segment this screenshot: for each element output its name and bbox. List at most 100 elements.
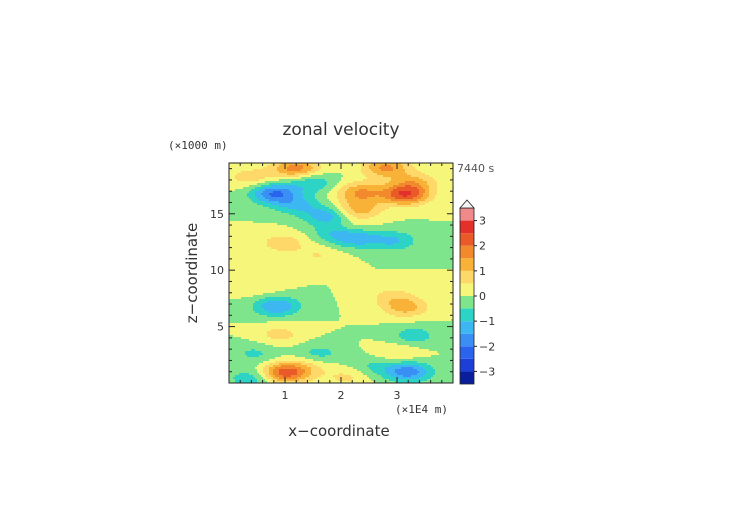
field-cell [369, 203, 372, 206]
field-cell [289, 187, 292, 190]
field-cell [343, 211, 346, 214]
field-cell [309, 233, 312, 236]
field-cell [435, 239, 438, 242]
field-cell [249, 207, 252, 210]
field-cell [347, 213, 350, 216]
field-cell [263, 251, 266, 254]
field-cell [429, 201, 432, 204]
field-cell [339, 185, 342, 188]
field-cell [289, 215, 292, 218]
field-cell [375, 249, 378, 252]
field-cell [437, 231, 440, 234]
field-cell [359, 173, 362, 176]
field-cell [331, 201, 334, 204]
field-cell [271, 227, 274, 230]
field-cell [355, 239, 358, 242]
field-cell [387, 177, 390, 180]
field-cell [241, 231, 244, 234]
field-cell [329, 239, 332, 242]
field-cell [301, 169, 304, 172]
field-cell [451, 205, 453, 208]
field-cell [403, 181, 406, 184]
field-cell [371, 199, 374, 202]
field-cell [415, 185, 418, 188]
field-cell [377, 247, 380, 250]
field-cell [431, 225, 434, 228]
field-cell [367, 167, 370, 170]
field-cell [391, 191, 394, 194]
field-cell [387, 239, 390, 242]
field-cell [323, 219, 326, 222]
field-cell [289, 205, 292, 208]
field-cell [431, 213, 434, 216]
field-cell [243, 217, 246, 220]
field-cell [291, 211, 294, 214]
field-cell [363, 219, 366, 222]
field-cell [311, 245, 314, 248]
field-cell [381, 181, 384, 184]
field-cell [299, 191, 302, 194]
field-cell [417, 243, 420, 246]
field-cell [413, 229, 416, 232]
field-cell [293, 203, 296, 206]
field-cell [237, 183, 240, 186]
field-cell [433, 197, 436, 200]
field-cell [353, 221, 356, 224]
field-cell [313, 217, 316, 220]
field-cell [293, 219, 296, 222]
field-cell [265, 199, 268, 202]
field-cell [429, 181, 432, 184]
field-cell [269, 175, 272, 178]
field-cell [257, 241, 260, 244]
field-cell [441, 209, 444, 212]
field-cell [345, 219, 348, 222]
field-cell [271, 243, 274, 246]
field-cell [355, 219, 358, 222]
field-cell [323, 247, 326, 250]
field-cell [309, 231, 312, 234]
field-cell [239, 243, 242, 246]
field-cell [365, 223, 368, 226]
field-cell [277, 231, 280, 234]
field-cell [425, 249, 428, 252]
field-cell [265, 207, 268, 210]
field-cell [395, 247, 398, 250]
field-cell [375, 171, 378, 174]
field-cell [327, 167, 330, 170]
field-cell [393, 227, 396, 230]
field-cell [447, 249, 450, 252]
field-cell [237, 187, 240, 190]
field-cell [351, 201, 354, 204]
field-cell [301, 217, 304, 220]
field-cell [235, 217, 238, 220]
field-cell [411, 229, 414, 232]
field-cell [293, 231, 296, 234]
field-cell [289, 163, 292, 166]
field-cell [267, 175, 270, 178]
field-cell [363, 189, 366, 192]
field-cell [317, 193, 320, 196]
field-cell [327, 193, 330, 196]
field-cell [351, 185, 354, 188]
field-cell [243, 247, 246, 250]
field-cell [335, 227, 338, 230]
field-cell [383, 249, 386, 252]
field-cell [327, 175, 330, 178]
field-cell [263, 201, 266, 204]
field-cell [255, 189, 258, 192]
field-cell [449, 207, 452, 210]
field-cell [423, 201, 426, 204]
field-cell [285, 211, 288, 214]
field-cell [433, 229, 436, 232]
field-cell [417, 205, 420, 208]
field-cell [233, 183, 236, 186]
field-cell [303, 239, 306, 242]
field-cell [363, 193, 366, 196]
field-cell [411, 249, 414, 252]
field-cell [279, 233, 282, 236]
field-cell [431, 201, 434, 204]
field-cell [233, 187, 236, 190]
field-cell [317, 181, 320, 184]
field-cell [341, 191, 344, 194]
field-cell [449, 177, 452, 180]
